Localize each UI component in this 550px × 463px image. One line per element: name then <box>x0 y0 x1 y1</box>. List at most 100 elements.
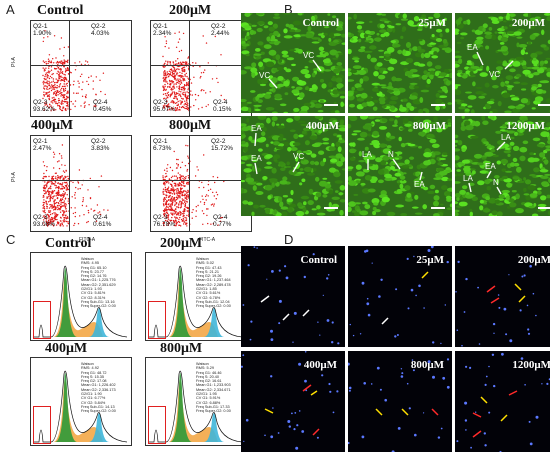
scatter-dot <box>162 175 163 176</box>
scatter-dot <box>71 207 72 208</box>
scatter-dot <box>184 185 185 186</box>
cell-blob <box>402 49 406 55</box>
scatter-dot <box>171 94 172 95</box>
scatter-dot <box>170 209 171 210</box>
scatter-dot <box>168 182 169 183</box>
scatter-dot <box>170 210 171 211</box>
scatter-dot <box>62 63 63 64</box>
scatter-dot <box>45 78 46 79</box>
scatter-dot <box>178 184 179 185</box>
scatter-dot <box>216 192 217 193</box>
scatter-dot <box>183 191 184 192</box>
scatter-dot <box>176 86 177 87</box>
scatter-dot <box>65 77 66 78</box>
scatter-dot <box>223 181 224 182</box>
histogram-stats: Watson RMS: 4.92 Freq G1: 48.72 Freq S: … <box>81 362 116 414</box>
scatter-dot <box>48 194 49 195</box>
scatter-dot <box>47 89 48 90</box>
scatter-dot <box>181 206 182 207</box>
scatter-dot <box>45 74 46 75</box>
scatter-dot <box>179 89 180 90</box>
scatter-dot <box>168 94 169 95</box>
scatter-dot <box>52 177 53 178</box>
scatter-dot <box>63 217 64 218</box>
arrow-white <box>303 310 309 316</box>
arrow-white <box>255 163 257 174</box>
scatter-dot <box>203 35 204 36</box>
scatter-dot <box>57 198 58 199</box>
scatter-dot <box>55 82 56 83</box>
scatter-dot <box>82 96 83 97</box>
scatter-dot <box>163 205 164 206</box>
scatter-dot <box>192 62 193 63</box>
scatter-dot <box>163 71 164 72</box>
scatter-dot <box>183 86 184 87</box>
scatter-dot <box>178 81 179 82</box>
cell-blob <box>380 18 388 21</box>
scatter-dot <box>46 170 47 171</box>
scatter-dot <box>173 190 174 191</box>
scatter-dot <box>45 187 46 188</box>
scatter-dot <box>54 185 55 186</box>
scatter-dot <box>181 195 182 196</box>
scatter-dot <box>165 189 166 190</box>
scatter-dot <box>165 74 166 75</box>
scatter-dot <box>58 223 59 224</box>
scatter-dot <box>176 47 177 48</box>
scatter-dot <box>71 101 72 102</box>
scatter-dot <box>57 103 58 104</box>
scatter-dot <box>44 206 45 207</box>
scatter-dot <box>60 195 61 196</box>
scatter-dot <box>53 97 54 98</box>
scatter-dot <box>95 94 96 95</box>
scatter-dot <box>48 59 49 60</box>
scatter-dot <box>169 87 170 88</box>
quadrant-q4: Q2-4 0.45% <box>93 99 111 113</box>
scatter-dot <box>63 214 64 215</box>
scatter-dot <box>66 83 67 84</box>
scatter-dot <box>62 86 63 87</box>
scatter-dot <box>62 193 63 194</box>
scatter-dot <box>165 194 166 195</box>
cell-blob <box>385 56 391 60</box>
scatter-dot <box>60 198 61 199</box>
scatter-dot <box>175 217 176 218</box>
scatter-dot <box>58 223 59 224</box>
scatter-dot <box>174 76 175 77</box>
scatter-dot <box>174 75 175 76</box>
cell-blob <box>387 47 395 53</box>
scatter-dot <box>186 97 187 98</box>
gate-vertical <box>69 21 70 116</box>
scatter-dot <box>61 92 62 93</box>
scatter-dot <box>48 193 49 194</box>
scatter-dot <box>58 102 59 103</box>
scatter-dot <box>175 208 176 209</box>
scatter-dot <box>57 81 58 82</box>
scatter-dot <box>61 77 62 78</box>
scatter-dot <box>46 204 47 205</box>
cell-blob <box>435 106 440 111</box>
scatter-dot <box>59 84 60 85</box>
scatter-dot <box>66 61 67 62</box>
scatter-dot <box>198 108 199 109</box>
quadrant-q4: Q2-4 0.77% <box>213 214 231 228</box>
scatter-dot <box>53 62 54 63</box>
scatter-dot <box>63 210 64 211</box>
scatter-dot <box>44 176 45 177</box>
scatter-dot <box>52 192 53 193</box>
scatter-dot <box>45 184 46 185</box>
scatter-dot <box>53 85 54 86</box>
scatter-dot <box>59 68 60 69</box>
scatter-dot <box>180 214 181 215</box>
scatter-dot <box>64 182 65 183</box>
scatter-dot <box>64 211 65 212</box>
scatter-dot <box>58 192 59 193</box>
cell-blob <box>362 102 368 107</box>
scatter-dot <box>217 177 218 178</box>
scatter-dot <box>177 217 178 218</box>
scatter-dot <box>185 197 186 198</box>
scatter-dot <box>184 209 185 210</box>
scatter-dot <box>178 207 179 208</box>
scatter-dot <box>171 198 172 199</box>
dark-micrograph-800: 800μM <box>348 351 452 452</box>
